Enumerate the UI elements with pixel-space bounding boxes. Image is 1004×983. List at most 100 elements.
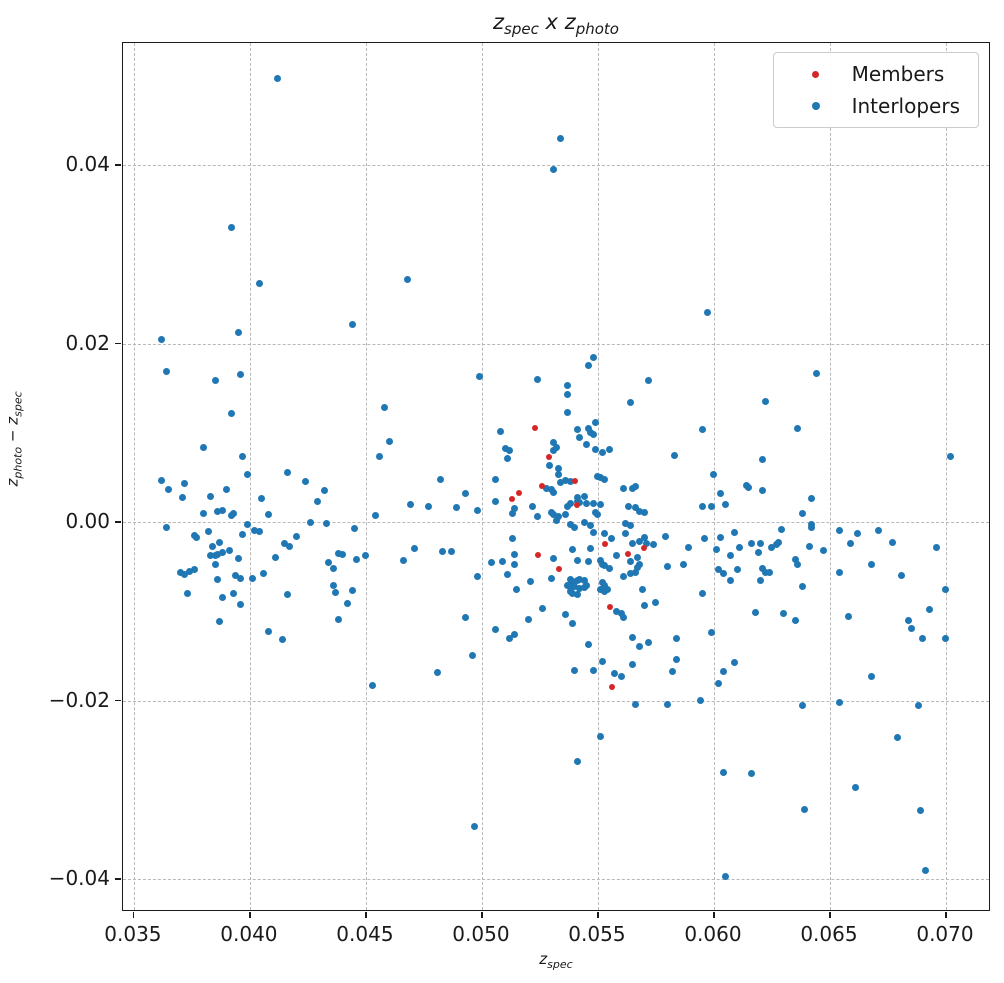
scatter-point-interlopers <box>561 611 569 619</box>
scatter-point-interlopers <box>585 362 593 370</box>
scatter-point-interlopers <box>510 550 518 558</box>
scatter-point-interlopers <box>568 589 576 597</box>
scatter-point-interlopers <box>462 490 470 498</box>
scatter-point-interlopers <box>503 571 511 579</box>
scatter-point-interlopers <box>633 554 641 562</box>
scatter-point-interlopers <box>571 523 579 531</box>
scatter-point-interlopers <box>606 446 614 454</box>
scatter-point-members <box>534 552 541 559</box>
y-gridline <box>123 165 989 167</box>
scatter-point-interlopers <box>334 615 342 623</box>
scatter-point-interlopers <box>206 551 214 559</box>
scatter-point-interlopers <box>371 512 379 520</box>
scatter-point-interlopers <box>492 475 500 483</box>
scatter-point-interlopers <box>501 444 509 452</box>
scatter-point-interlopers <box>513 586 521 594</box>
scatter-point-members <box>601 540 608 547</box>
scatter-point-interlopers <box>534 513 542 521</box>
scatter-point-interlopers <box>575 584 583 592</box>
scatter-point-interlopers <box>629 540 637 548</box>
scatter-point-interlopers <box>761 568 769 576</box>
scatter-point-interlopers <box>462 614 470 622</box>
x-tick-mark <box>596 912 599 918</box>
interlopers-marker-icon <box>811 102 820 110</box>
x-gridline <box>249 43 251 910</box>
scatter-point-interlopers <box>492 625 500 633</box>
scatter-point-members <box>555 565 562 572</box>
scatter-point-interlopers <box>234 555 242 563</box>
scatter-point-interlopers <box>589 353 597 361</box>
scatter-point-interlopers <box>564 502 572 510</box>
scatter-point-interlopers <box>673 634 681 642</box>
scatter-point-interlopers <box>487 558 495 566</box>
scatter-point-interlopers <box>248 574 256 582</box>
scatter-point-interlopers <box>239 531 247 539</box>
scatter-point-interlopers <box>875 526 883 534</box>
scatter-point-interlopers <box>759 487 767 495</box>
scatter-point-interlopers <box>599 449 607 457</box>
scatter-point-members <box>606 603 613 610</box>
scatter-point-interlopers <box>798 509 806 517</box>
scatter-point-interlopers <box>589 666 597 674</box>
scatter-point-interlopers <box>499 557 507 565</box>
scatter-point-interlopers <box>851 784 859 792</box>
scatter-point-interlopers <box>589 529 597 537</box>
scatter-point-interlopers <box>550 510 558 518</box>
scatter-point-interlopers <box>213 550 221 558</box>
x-gridline <box>133 43 135 910</box>
scatter-point-interlopers <box>503 455 511 463</box>
scatter-point-interlopers <box>571 666 579 674</box>
legend: Members Interlopers <box>772 52 979 128</box>
scatter-point-interlopers <box>701 534 709 542</box>
scatter-point-interlopers <box>211 560 219 568</box>
x-tick-mark <box>132 912 135 918</box>
scatter-point-interlopers <box>527 578 535 586</box>
scatter-point-interlopers <box>573 493 581 501</box>
scatter-point-interlopers <box>745 483 753 491</box>
scatter-point-interlopers <box>759 456 767 464</box>
scatter-point-interlopers <box>585 557 593 565</box>
scatter-point-interlopers <box>575 575 583 583</box>
scatter-point-interlopers <box>613 607 620 615</box>
y-tick-label: 0.02 <box>65 330 110 355</box>
scatter-point-interlopers <box>473 507 481 514</box>
scatter-point-interlopers <box>921 867 929 875</box>
scatter-point-interlopers <box>216 617 224 625</box>
scatter-point-interlopers <box>555 471 562 479</box>
scatter-point-interlopers <box>696 697 704 705</box>
scatter-point-interlopers <box>561 510 569 518</box>
scatter-point-interlopers <box>619 573 627 581</box>
scatter-point-interlopers <box>380 404 388 412</box>
title-var2: z <box>564 10 576 34</box>
scatter-point-interlopers <box>780 609 788 617</box>
scatter-point-interlopers <box>258 495 266 503</box>
scatter-point-interlopers <box>353 556 361 564</box>
scatter-point-interlopers <box>244 521 252 529</box>
scatter-point-interlopers <box>671 451 679 459</box>
scatter-point-interlopers <box>234 328 242 336</box>
scatter-point-interlopers <box>406 500 414 508</box>
y-tick-label: 0.04 <box>65 152 110 177</box>
scatter-point-interlopers <box>555 513 562 521</box>
title-operator: x <box>545 10 558 34</box>
legend-item-members: Members <box>788 61 960 87</box>
scatter-point-interlopers <box>759 565 767 572</box>
scatter-point-interlopers <box>473 573 481 581</box>
scatter-point-interlopers <box>636 560 644 568</box>
scatter-point-interlopers <box>622 519 630 527</box>
scatter-point-interlopers <box>283 590 291 598</box>
scatter-point-interlopers <box>719 570 727 578</box>
x-tick-mark <box>480 912 483 918</box>
scatter-point-interlopers <box>506 635 514 643</box>
scatter-point-interlopers <box>589 431 597 439</box>
scatter-point-interlopers <box>186 567 194 575</box>
scatter-point-interlopers <box>552 516 560 524</box>
scatter-point-interlopers <box>791 616 799 624</box>
scatter-point-interlopers <box>283 468 291 476</box>
scatter-point-interlopers <box>176 568 184 576</box>
scatter-point-interlopers <box>636 642 644 650</box>
y-tick-label: −0.02 <box>48 687 110 712</box>
scatter-point-interlopers <box>596 556 604 564</box>
scatter-point-interlopers <box>213 507 221 515</box>
scatter-point-interlopers <box>285 542 293 550</box>
